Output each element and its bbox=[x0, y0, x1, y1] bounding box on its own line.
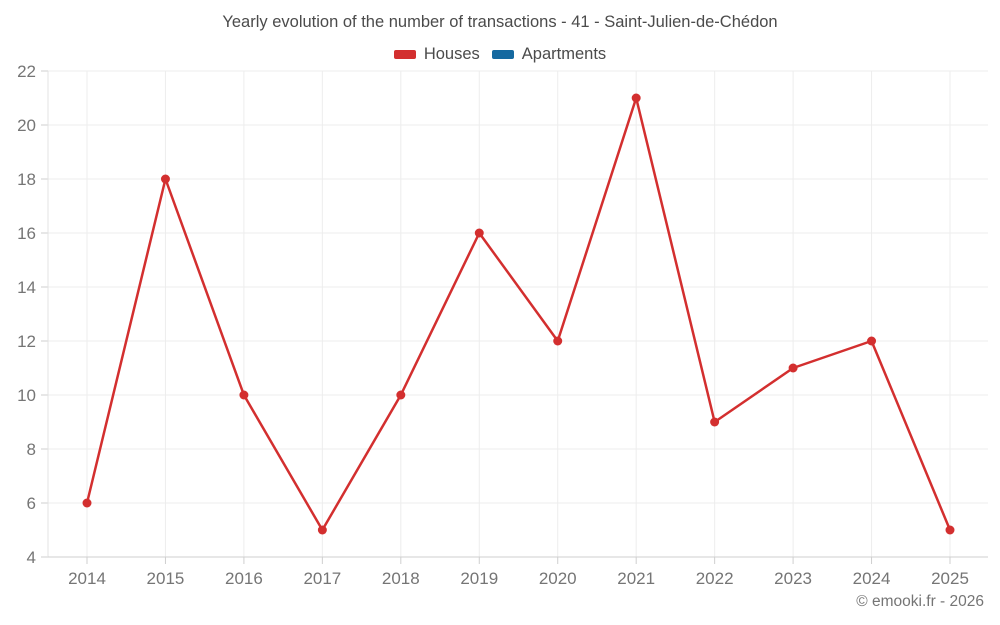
x-tick-label: 2024 bbox=[853, 569, 891, 588]
data-point-houses-2022[interactable] bbox=[710, 417, 720, 427]
y-tick-label: 6 bbox=[27, 494, 36, 513]
data-point-houses-2024[interactable] bbox=[867, 336, 877, 346]
x-tick-label: 2016 bbox=[225, 569, 263, 588]
y-tick-label: 20 bbox=[17, 116, 36, 135]
y-tick-label: 18 bbox=[17, 170, 36, 189]
y-tick-label: 22 bbox=[17, 62, 36, 81]
data-point-houses-2014[interactable] bbox=[82, 498, 92, 508]
data-point-houses-2019[interactable] bbox=[474, 228, 484, 238]
x-tick-label: 2018 bbox=[382, 569, 420, 588]
x-tick-label: 2020 bbox=[539, 569, 577, 588]
legend-label-apartments: Apartments bbox=[521, 45, 607, 63]
x-tick-label: 2021 bbox=[617, 569, 655, 588]
houses-legend-swatch-icon bbox=[393, 50, 416, 59]
data-point-houses-2018[interactable] bbox=[396, 390, 406, 400]
data-point-houses-2015[interactable] bbox=[160, 174, 170, 184]
y-tick-label: 10 bbox=[17, 386, 36, 405]
data-point-houses-2021[interactable] bbox=[631, 93, 641, 103]
y-tick-label: 4 bbox=[27, 548, 36, 567]
y-tick-label: 14 bbox=[17, 278, 36, 297]
y-tick-label: 8 bbox=[27, 440, 36, 459]
y-tick-label: 12 bbox=[17, 332, 36, 351]
data-point-houses-2020[interactable] bbox=[553, 336, 563, 346]
data-point-houses-2023[interactable] bbox=[788, 363, 798, 373]
x-tick-label: 2019 bbox=[460, 569, 498, 588]
legend-label-houses: Houses bbox=[423, 45, 480, 63]
apartments-legend-swatch-icon bbox=[491, 50, 514, 59]
x-tick-label: 2017 bbox=[303, 569, 341, 588]
copyright-notice: © emooki.fr - 2026 bbox=[856, 593, 984, 610]
legend: Houses Apartments bbox=[0, 45, 1000, 64]
series-line-houses bbox=[85, 96, 952, 532]
x-tick-label: 2014 bbox=[68, 569, 106, 588]
x-tick-label: 2023 bbox=[774, 569, 812, 588]
data-point-houses-2017[interactable] bbox=[317, 525, 327, 535]
data-point-houses-2025[interactable] bbox=[945, 525, 955, 535]
data-point-houses-2016[interactable] bbox=[239, 390, 249, 400]
y-tick-label: 16 bbox=[17, 224, 36, 243]
chart-title: Yearly evolution of the number of transa… bbox=[222, 13, 778, 31]
x-tick-label: 2022 bbox=[696, 569, 734, 588]
legend-item-apartments[interactable]: Apartments bbox=[491, 45, 607, 64]
x-tick-label: 2015 bbox=[147, 569, 185, 588]
legend-item-houses[interactable]: Houses bbox=[393, 45, 480, 64]
x-tick-label: 2025 bbox=[931, 569, 969, 588]
